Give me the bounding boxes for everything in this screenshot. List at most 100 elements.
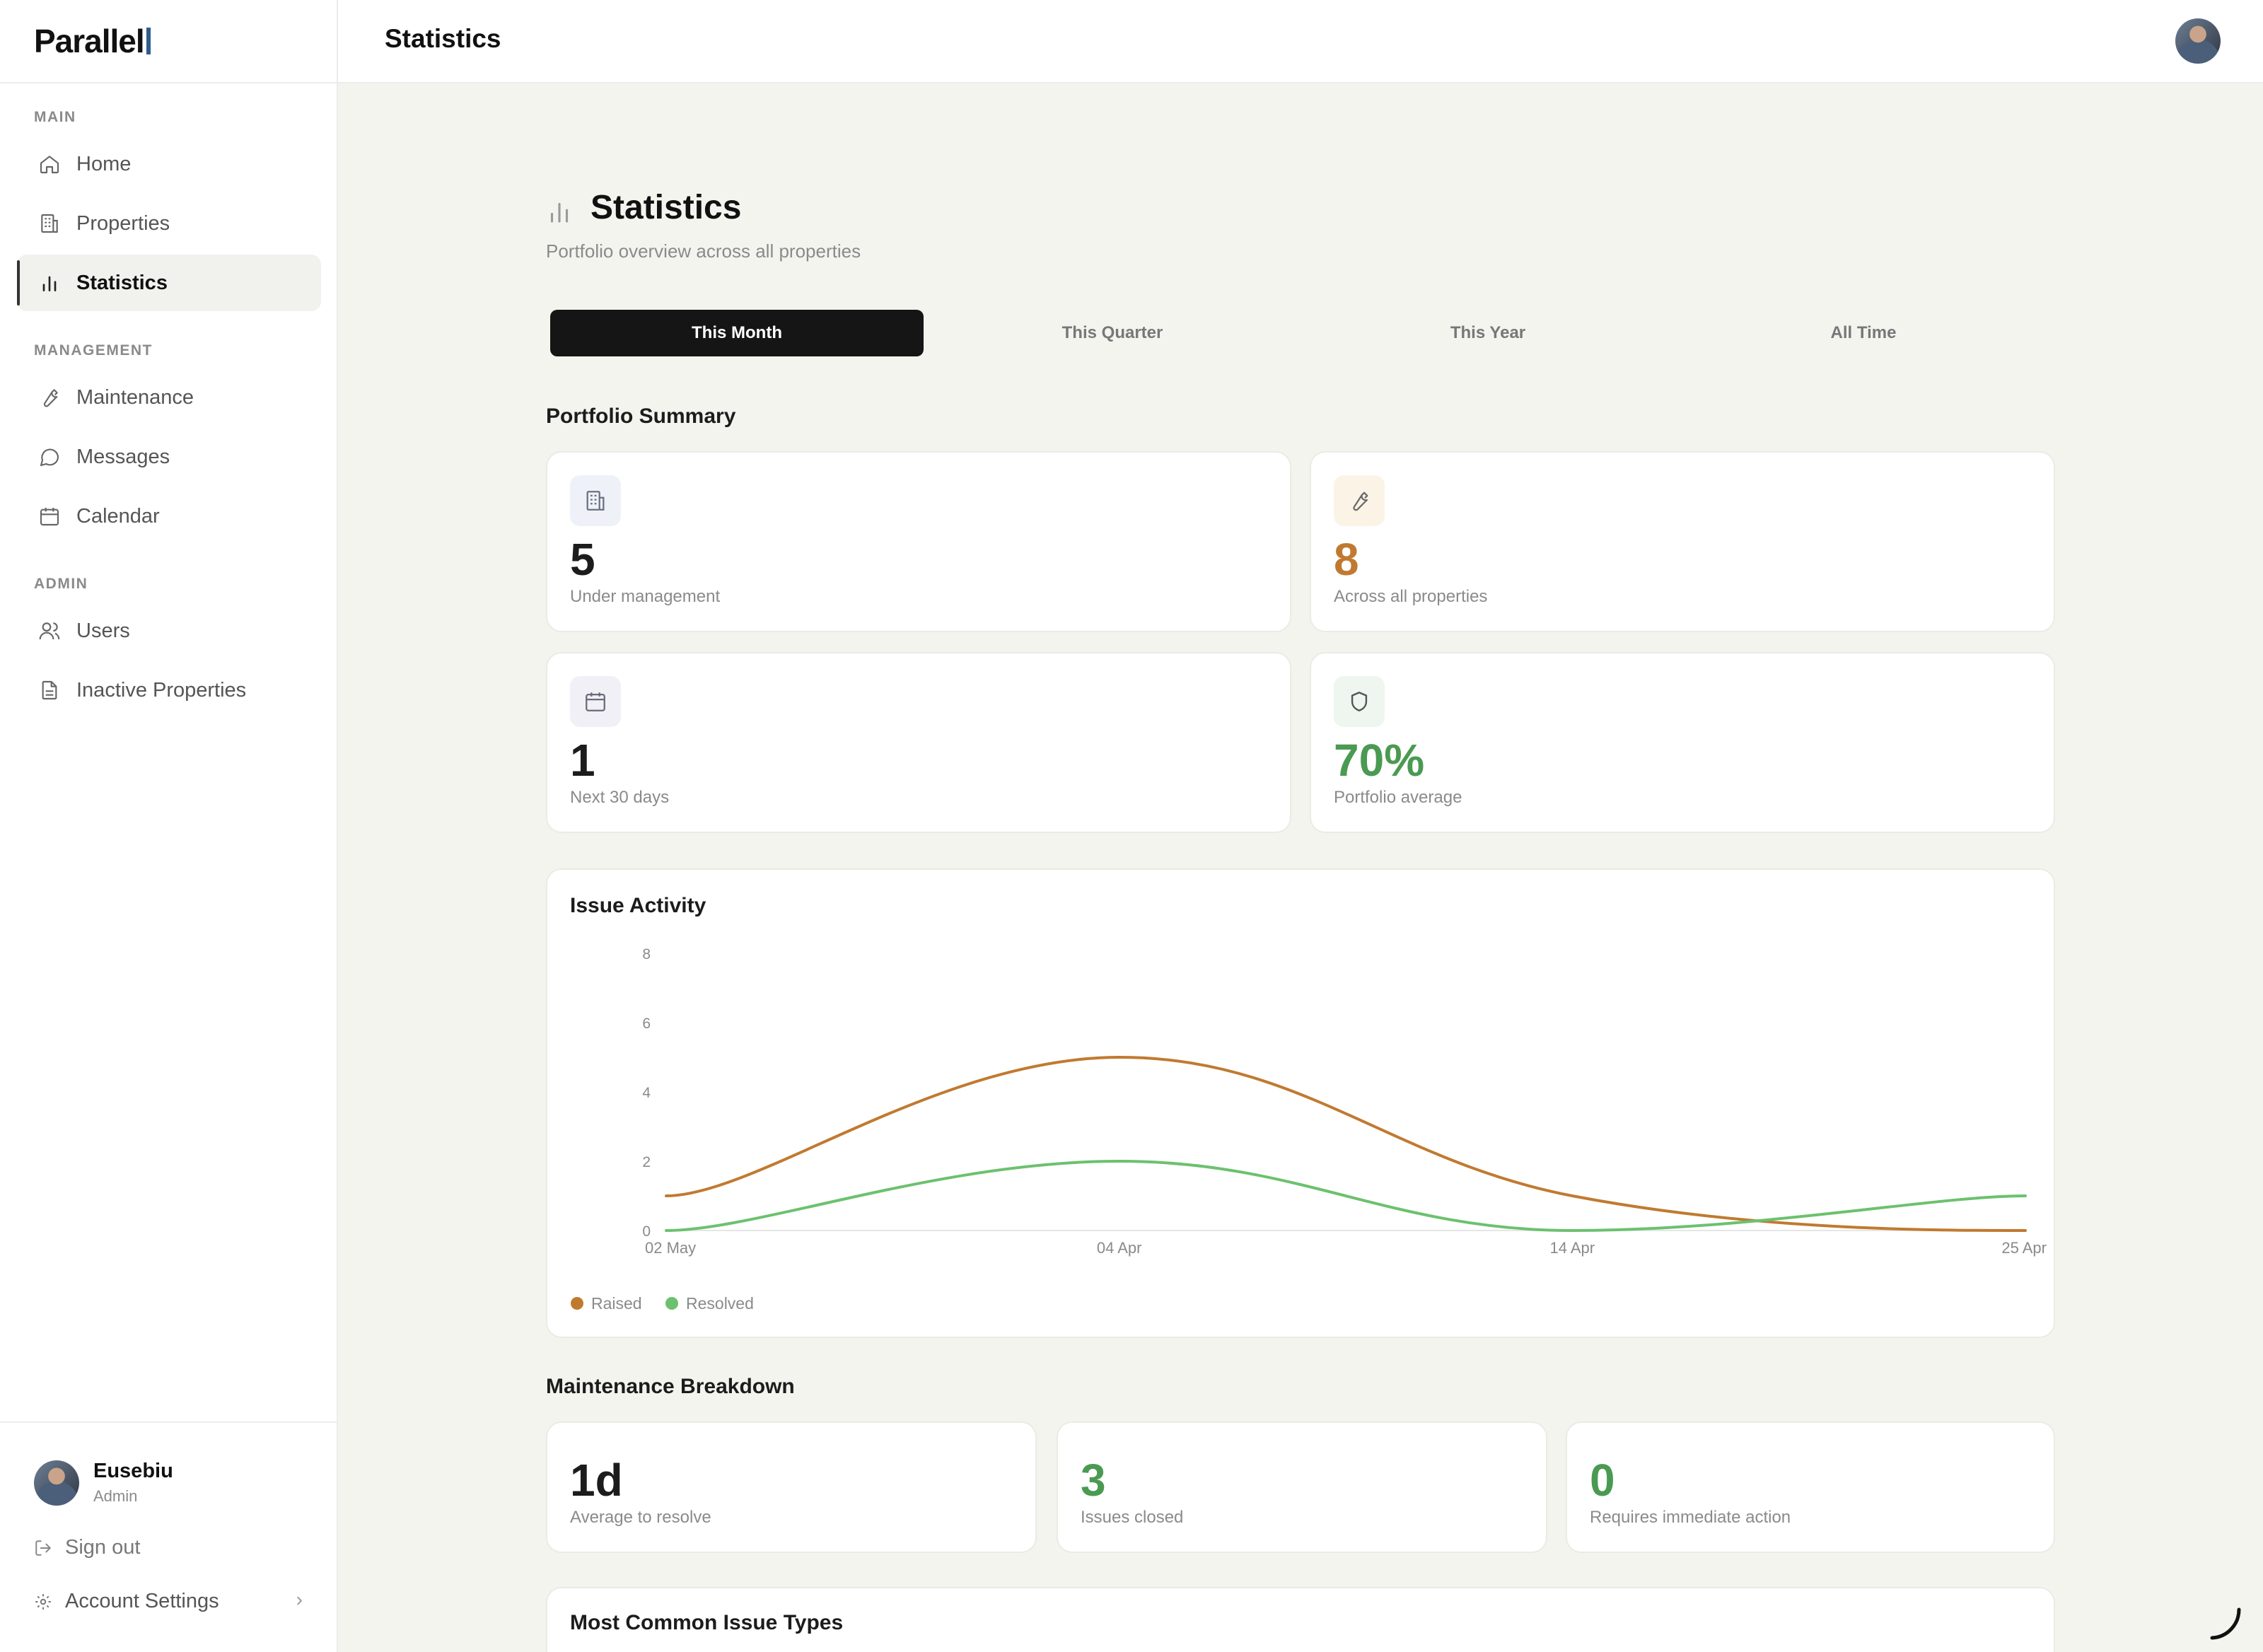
x-tick-label: 14 Apr: [1550, 1239, 1595, 1257]
sidebar-item-label: Calendar: [76, 504, 160, 528]
tab-this-year[interactable]: This Year: [1450, 323, 1526, 342]
stat-value: 5: [570, 534, 595, 585]
chart-title: Issue Activity: [570, 894, 706, 917]
stat-icon-bg: [1334, 676, 1385, 727]
sidebar-item-maintenance[interactable]: Maintenance: [17, 369, 321, 426]
stat-icon-bg: [1334, 475, 1385, 526]
mb-label: Issues closed: [1081, 1508, 1184, 1527]
x-tick-label: 04 Apr: [1097, 1239, 1142, 1257]
sidebar-item-inactive-properties[interactable]: Inactive Properties: [17, 662, 321, 719]
stat-icon-bg: [570, 475, 621, 526]
tab-this-month[interactable]: This Month: [550, 310, 924, 356]
y-tick-label: 4: [642, 1085, 651, 1101]
bar-chart-icon: [545, 197, 574, 226]
mb-value: 3: [1081, 1455, 1106, 1506]
document-icon: [38, 679, 61, 702]
stat-card-compliance: 70% Portfolio average: [1310, 652, 2055, 833]
stat-label: Across all properties: [1334, 587, 1488, 606]
mb-label: Average to resolve: [570, 1508, 711, 1527]
sidebar-item-messages[interactable]: Messages: [17, 429, 321, 485]
avatar[interactable]: [2175, 18, 2221, 64]
common-issues-title: Most Common Issue Types: [570, 1611, 844, 1634]
calendar-icon: [38, 505, 61, 528]
x-tick-label: 25 Apr: [2001, 1239, 2047, 1257]
wrench-icon: [1353, 491, 1368, 511]
issue-activity-card: Issue Activity 0 2 4 6 8 02 May 04 Apr 14 Apr 25…: [546, 868, 2055, 1338]
series-line-resolved: [665, 1159, 2027, 1233]
mb-value: 1d: [570, 1455, 623, 1506]
mb-value: 0: [1590, 1455, 1615, 1506]
y-tick-label: 6: [642, 1016, 651, 1032]
stat-card-maintenance: 8 Across all properties: [1310, 451, 2055, 632]
topbar: Statistics: [338, 0, 2263, 83]
sidebar-item-users[interactable]: Users: [17, 603, 321, 659]
section-label-main: MAIN: [34, 109, 76, 125]
sidebar-item-home[interactable]: Home: [17, 136, 321, 192]
brand-name: Parallel: [34, 23, 145, 59]
issue-activity-chart: 0 2 4 6 8 02 May 04 Apr 14 Apr 25 Apr Raised Resol…: [571, 946, 2047, 1313]
legend-marker: [571, 1297, 583, 1310]
y-tick-label: 2: [642, 1154, 651, 1170]
avatar: [34, 1460, 79, 1506]
mb-label: Requires immediate action: [1590, 1508, 1791, 1527]
section-label-admin: ADMIN: [34, 576, 88, 592]
user-profile[interactable]: Eusebiu Admin: [34, 1460, 173, 1506]
topbar-title: Statistics: [385, 24, 501, 53]
sidebar-item-label: Properties: [76, 211, 170, 235]
common-issues-card: Most Common Issue Types: [546, 1587, 2055, 1652]
stat-card-calendar: 1 Next 30 days: [546, 652, 1291, 833]
portfolio-summary-title: Portfolio Summary: [546, 405, 736, 428]
sidebar-item-properties[interactable]: Properties: [17, 195, 321, 252]
sign-out-icon: [35, 1540, 51, 1556]
page-subtitle: Portfolio overview across all properties: [546, 240, 861, 262]
building-icon: [38, 212, 61, 235]
tab-this-quarter[interactable]: This Quarter: [1061, 323, 1163, 342]
sidebar-item-label: Users: [76, 619, 130, 642]
stat-label: Under management: [570, 587, 721, 606]
home-icon: [38, 153, 61, 175]
sidebar-item-statistics[interactable]: Statistics: [17, 255, 321, 311]
stat-value: 70%: [1334, 735, 1425, 786]
brand-logo[interactable]: Parallel: [0, 0, 337, 83]
section-label-management: MANAGEMENT: [34, 342, 153, 359]
x-tick-label: 02 May: [645, 1239, 696, 1257]
users-icon: [38, 620, 61, 642]
account-settings-link[interactable]: Account Settings ›: [34, 1588, 303, 1613]
stat-label: Next 30 days: [570, 788, 670, 807]
legend-marker: [665, 1297, 678, 1310]
series-line-raised: [665, 1055, 2027, 1232]
gear-icon: [35, 1593, 51, 1610]
user-name: Eusebiu: [93, 1460, 173, 1482]
mb-card-urgent: 0 Requires immediate action: [1566, 1421, 2055, 1553]
calendar-icon: [586, 692, 605, 711]
building-icon: [586, 491, 605, 511]
stat-icon-bg: [570, 676, 621, 727]
legend-label: Raised: [591, 1294, 642, 1313]
page-title: Statistics: [591, 189, 742, 226]
mb-card-average: 1d Average to resolve: [546, 1421, 1037, 1553]
bar-chart-icon: [38, 272, 61, 294]
sidebar-item-label: Messages: [76, 445, 170, 468]
stat-value: 8: [1334, 534, 1359, 585]
sidebar-item-label: Inactive Properties: [76, 678, 247, 702]
loading-spinner-icon: [2210, 1607, 2241, 1640]
sidebar-item-label: Maintenance: [76, 385, 194, 409]
sidebar-footer: Eusebiu Admin Sign out Account Settings …: [0, 1421, 337, 1652]
chevron-right-icon: ›: [296, 1588, 303, 1610]
y-tick-label: 8: [642, 946, 651, 962]
message-icon: [38, 446, 61, 468]
sidebar-item-calendar[interactable]: Calendar: [17, 488, 321, 545]
stat-value: 1: [570, 735, 595, 786]
legend-label: Resolved: [686, 1294, 754, 1313]
shield-icon: [1351, 692, 1368, 711]
account-settings-label: Account Settings: [65, 1590, 219, 1612]
tab-all-time[interactable]: All Time: [1830, 323, 1897, 342]
sign-out-label: Sign out: [65, 1536, 141, 1559]
maintenance-breakdown-title: Maintenance Breakdown: [546, 1375, 795, 1398]
wrench-icon: [38, 386, 61, 409]
brand-mark: [146, 28, 151, 54]
sign-out-link[interactable]: Sign out: [34, 1536, 140, 1559]
y-tick-label: 0: [642, 1223, 651, 1240]
sidebar-item-label: Statistics: [76, 271, 168, 294]
sidebar: Parallel MAIN Home Properties Statistics…: [0, 0, 338, 1652]
